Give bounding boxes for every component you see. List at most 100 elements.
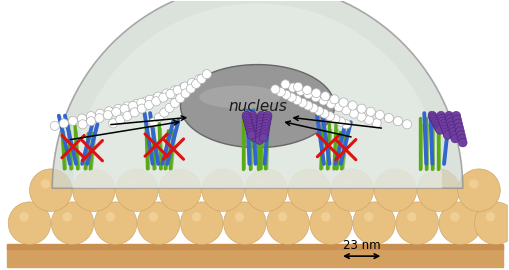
Circle shape <box>395 202 438 244</box>
Circle shape <box>342 179 351 188</box>
Circle shape <box>347 101 356 110</box>
Circle shape <box>131 99 140 109</box>
Circle shape <box>248 117 257 126</box>
Circle shape <box>191 79 201 88</box>
Circle shape <box>259 133 267 142</box>
Circle shape <box>314 106 323 116</box>
Circle shape <box>457 169 499 211</box>
Circle shape <box>244 121 253 130</box>
Circle shape <box>127 179 136 188</box>
Circle shape <box>213 179 222 188</box>
Circle shape <box>235 212 244 221</box>
Circle shape <box>320 212 330 221</box>
Circle shape <box>94 202 136 244</box>
Circle shape <box>158 92 167 101</box>
Circle shape <box>434 124 442 132</box>
Circle shape <box>151 97 160 106</box>
Bar <box>7 245 502 267</box>
Circle shape <box>437 114 445 123</box>
Circle shape <box>440 122 448 131</box>
Circle shape <box>149 212 158 221</box>
Circle shape <box>288 169 330 211</box>
Circle shape <box>167 90 177 99</box>
Circle shape <box>309 202 352 244</box>
Circle shape <box>438 117 446 126</box>
Circle shape <box>19 212 29 221</box>
Wedge shape <box>52 0 462 188</box>
Circle shape <box>311 89 320 98</box>
Circle shape <box>123 112 132 120</box>
Circle shape <box>280 80 290 89</box>
Circle shape <box>202 169 244 211</box>
Circle shape <box>87 112 95 121</box>
Circle shape <box>175 94 184 103</box>
Circle shape <box>333 103 343 112</box>
Circle shape <box>365 107 375 116</box>
Circle shape <box>276 87 285 97</box>
Circle shape <box>95 109 104 118</box>
Circle shape <box>319 109 328 118</box>
Circle shape <box>105 212 115 221</box>
Circle shape <box>111 107 121 117</box>
Circle shape <box>428 113 437 122</box>
Circle shape <box>406 212 416 221</box>
Circle shape <box>165 89 175 99</box>
Circle shape <box>150 94 159 104</box>
Circle shape <box>154 113 163 122</box>
Circle shape <box>262 114 271 123</box>
Circle shape <box>165 103 174 112</box>
Circle shape <box>243 116 251 125</box>
Circle shape <box>248 120 257 128</box>
Circle shape <box>51 202 94 244</box>
Circle shape <box>372 119 380 128</box>
Circle shape <box>341 120 350 129</box>
Ellipse shape <box>199 86 279 109</box>
Circle shape <box>356 112 365 121</box>
Circle shape <box>68 116 77 126</box>
Circle shape <box>449 212 459 221</box>
Circle shape <box>158 93 167 102</box>
Circle shape <box>153 92 162 101</box>
Circle shape <box>320 92 329 101</box>
Circle shape <box>243 119 252 127</box>
Circle shape <box>120 104 129 113</box>
Circle shape <box>196 75 206 83</box>
Circle shape <box>302 85 311 94</box>
Circle shape <box>249 128 258 136</box>
Circle shape <box>295 86 304 95</box>
Circle shape <box>281 90 290 99</box>
Circle shape <box>256 127 264 135</box>
Circle shape <box>254 136 263 144</box>
Circle shape <box>256 117 265 126</box>
Circle shape <box>50 121 59 130</box>
Circle shape <box>439 120 447 128</box>
Circle shape <box>363 212 373 221</box>
Circle shape <box>72 169 115 211</box>
Circle shape <box>330 169 373 211</box>
Circle shape <box>256 124 264 132</box>
Circle shape <box>162 89 171 98</box>
Circle shape <box>260 128 268 136</box>
Circle shape <box>256 120 265 129</box>
Circle shape <box>187 78 196 87</box>
Text: nucleus: nucleus <box>228 99 287 114</box>
Circle shape <box>242 114 251 122</box>
Circle shape <box>159 108 168 117</box>
Circle shape <box>308 104 318 113</box>
Circle shape <box>435 126 443 134</box>
Circle shape <box>180 82 189 91</box>
Circle shape <box>299 179 308 188</box>
Circle shape <box>30 169 72 211</box>
Circle shape <box>310 93 320 102</box>
Circle shape <box>455 127 463 135</box>
Circle shape <box>247 131 255 139</box>
Circle shape <box>374 169 416 211</box>
Circle shape <box>59 119 68 128</box>
Circle shape <box>140 97 150 106</box>
Circle shape <box>169 179 179 188</box>
Circle shape <box>250 133 258 142</box>
Circle shape <box>191 212 201 221</box>
Circle shape <box>158 169 201 211</box>
Circle shape <box>440 125 449 134</box>
Circle shape <box>256 179 265 188</box>
